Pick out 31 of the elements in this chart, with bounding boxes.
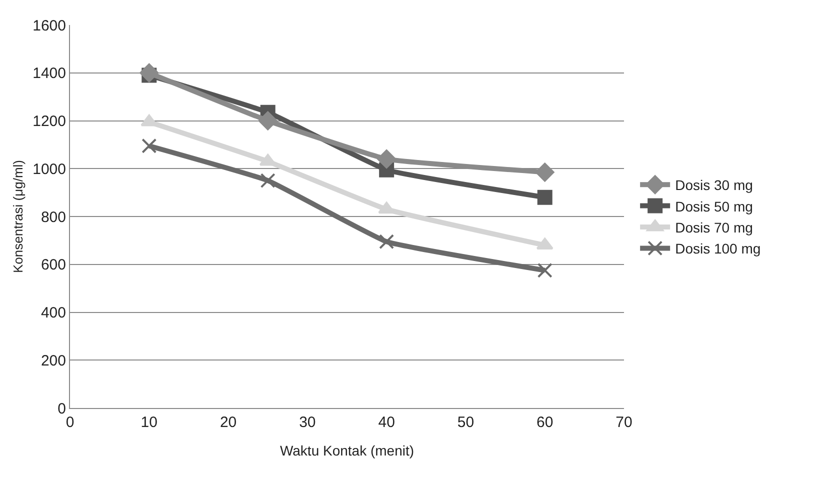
point [258,111,278,130]
x-tick-label: 60 [536,414,554,431]
point [140,63,159,82]
legend-label: Dosis 100 mg [675,240,761,257]
y-tick-label: 200 [40,352,66,370]
y-tick-label: 400 [40,304,66,322]
point [379,234,394,250]
x-tick-label: 10 [140,414,158,431]
x-tick-label: 40 [378,414,395,431]
point [535,162,554,182]
y-tick-label: 600 [40,256,66,274]
y-tick-label: 1400 [32,65,66,82]
x-tick-label: 50 [457,414,474,431]
y-tick-label: 0 [58,400,66,418]
y-tick-label: 1600 [32,17,66,34]
y-tick-label: 1000 [32,160,66,178]
point [537,262,552,278]
legend-label: Dosis 50 mg [675,198,753,214]
x-tick-label: 70 [616,414,632,431]
point [142,138,157,154]
y-tick-label: 800 [40,208,66,226]
legend-label: Dosis 30 mg [675,177,753,194]
x-axis-title: Waktu Kontak (menit) [280,442,414,458]
point [537,190,552,205]
y-tick-label: 1200 [32,113,66,130]
legend-label: Dosis 70 mg [675,219,753,236]
point [260,173,276,188]
x-tick-label: 20 [220,414,237,431]
y-axis-title: Konsentrasi (μg/ml) [10,160,26,273]
point [377,150,396,168]
x-tick-label: 30 [299,414,316,431]
